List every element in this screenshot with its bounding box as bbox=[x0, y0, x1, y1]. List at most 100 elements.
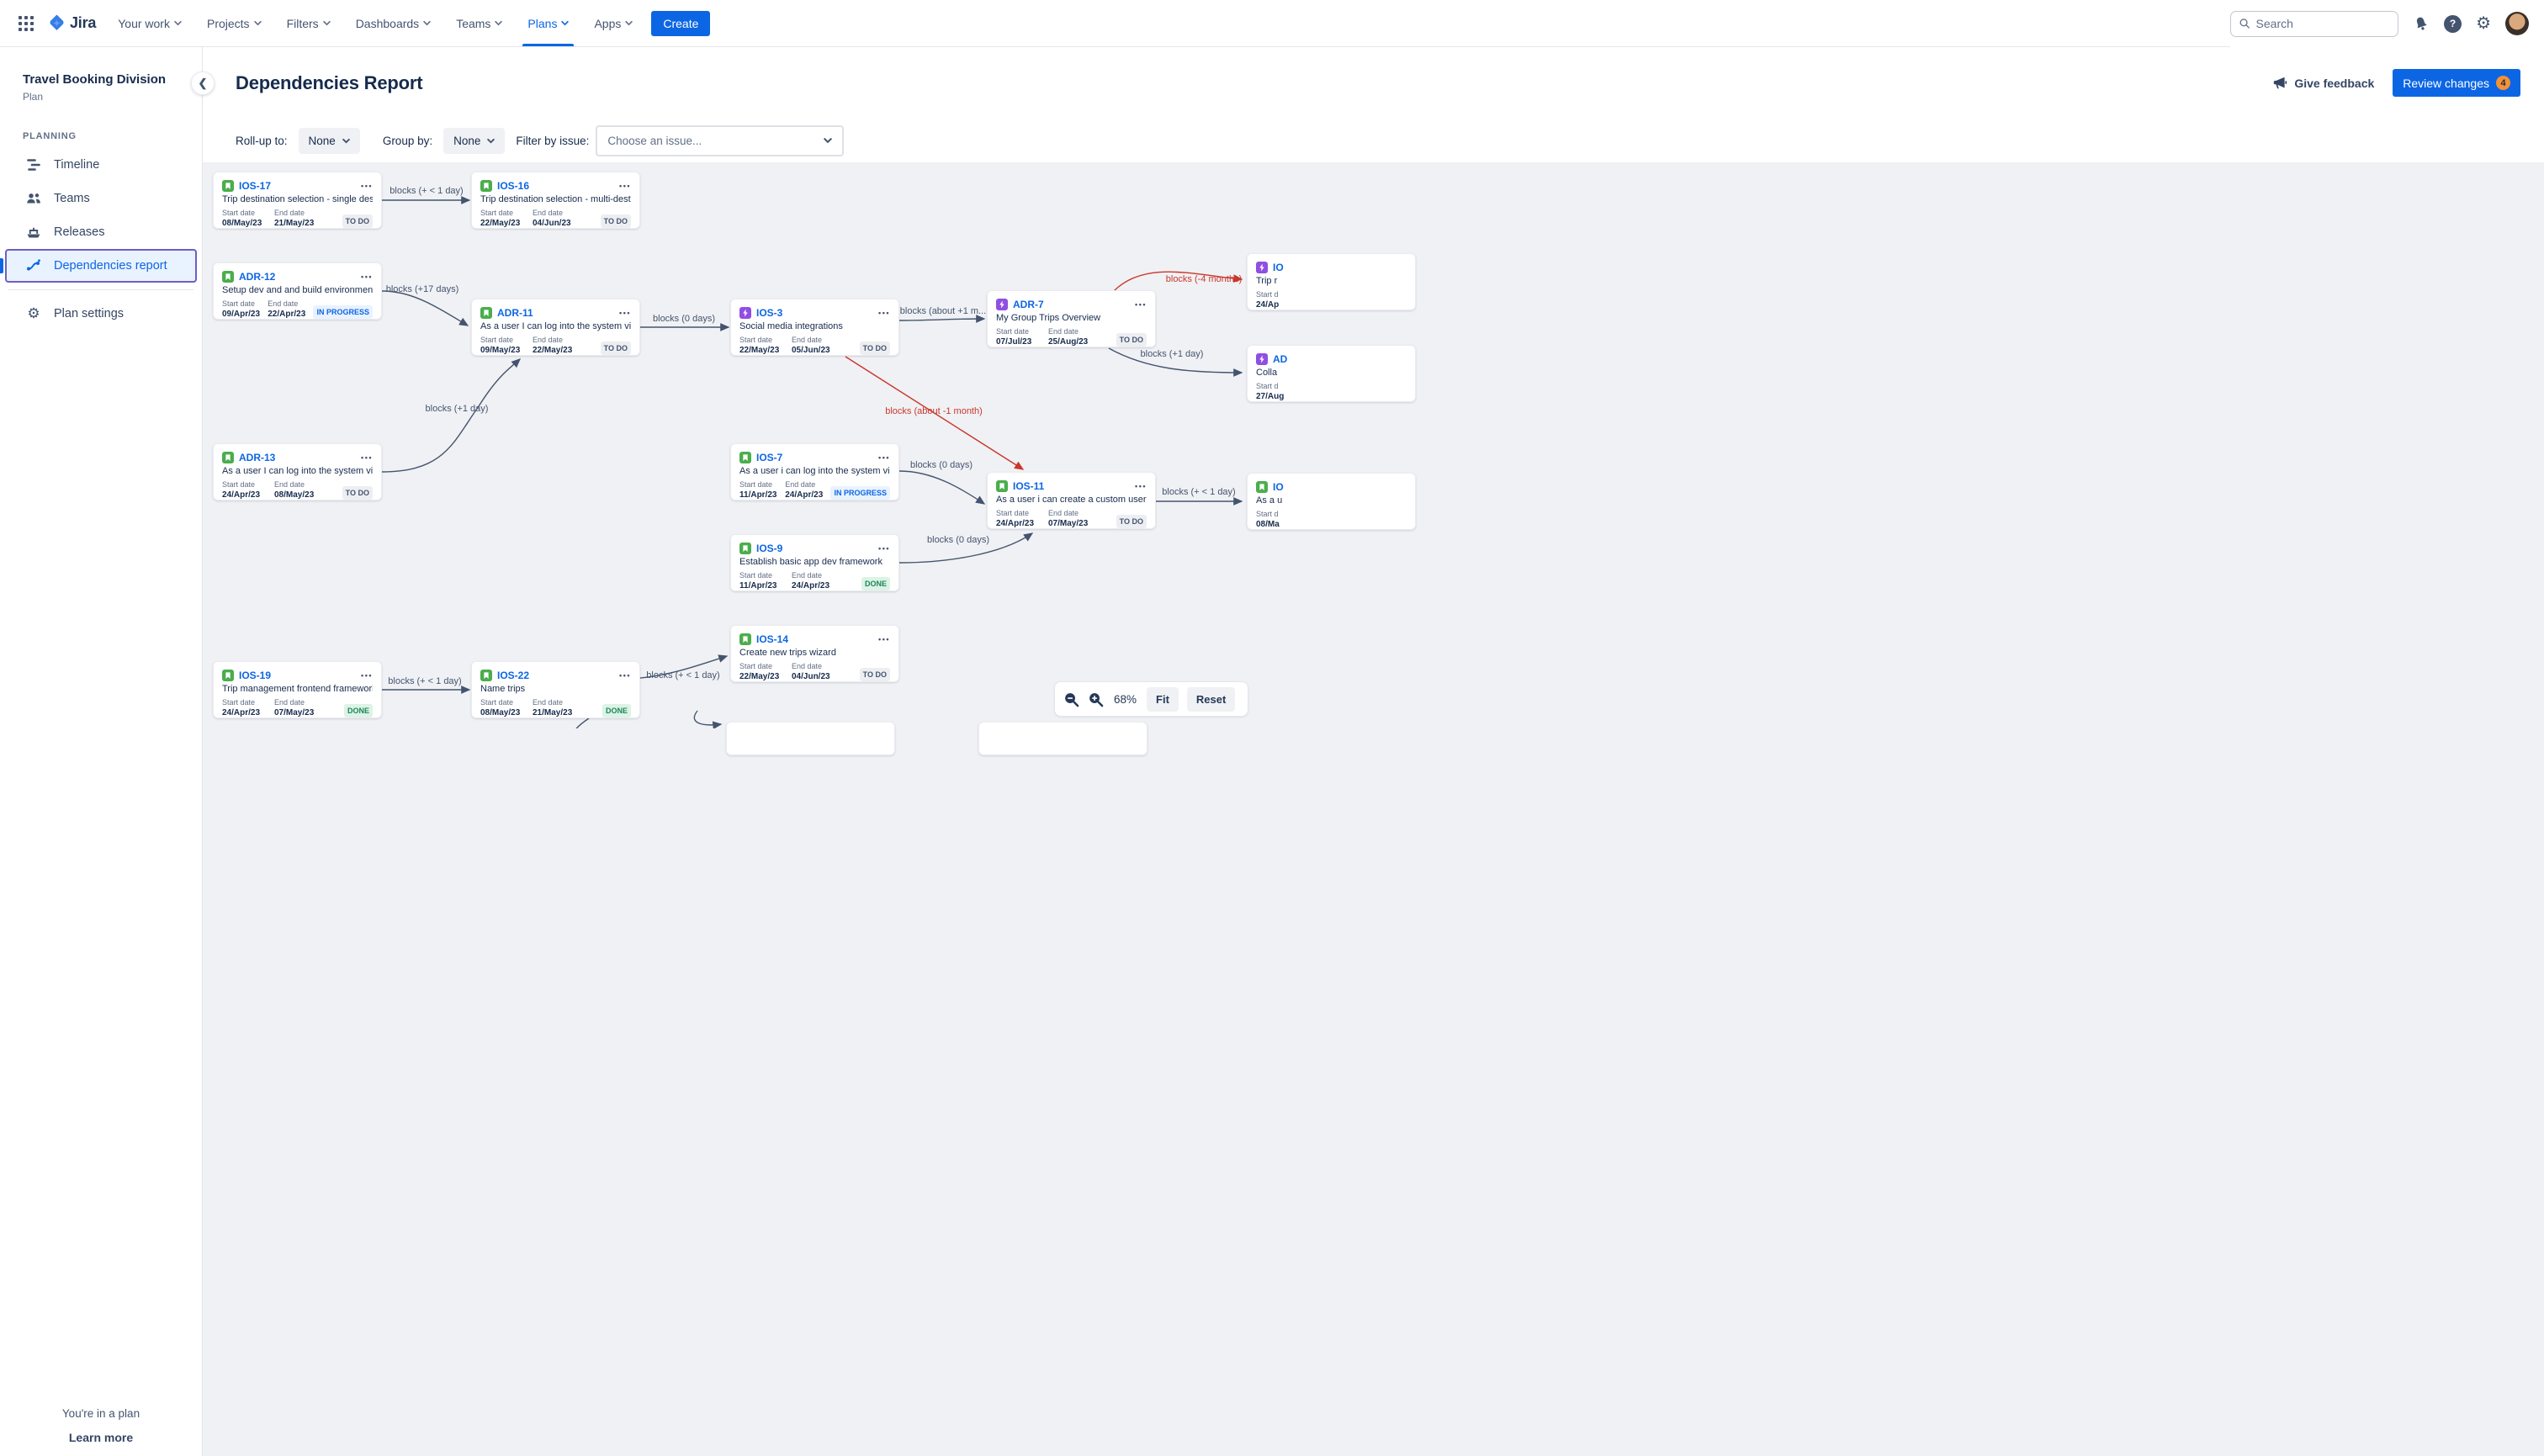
issue-card-ios-14[interactable]: IOS-14 ••• Create new trips wizard Start da… bbox=[730, 625, 899, 682]
dependency-graph-canvas[interactable]: blocks (+ < 1 day) blocks (+17 days) block… bbox=[203, 162, 2544, 1456]
end-date-label: End date bbox=[792, 336, 823, 344]
reset-button[interactable]: Reset bbox=[1186, 686, 1236, 712]
issue-card-ad[interactable]: AD Colla Start d 27/Aug bbox=[1247, 345, 1416, 402]
rollup-dropdown[interactable]: None bbox=[298, 127, 360, 154]
review-changes-count-badge: 4 bbox=[2496, 76, 2510, 90]
issue-key[interactable]: AD bbox=[1273, 352, 1288, 365]
zoom-in-button[interactable] bbox=[1088, 691, 1104, 707]
more-menu-icon[interactable]: ••• bbox=[361, 670, 373, 680]
more-menu-icon[interactable]: ••• bbox=[619, 181, 631, 190]
end-date-value: 25/Aug/23 bbox=[1048, 337, 1089, 347]
settings-gear-icon[interactable]: ⚙ bbox=[2476, 14, 2491, 33]
issue-card-ios-22[interactable]: IOS-22 ••• Name trips Start date 08/May/23 En… bbox=[471, 661, 640, 718]
issue-key[interactable]: ADR-12 bbox=[239, 270, 276, 283]
issue-card-io[interactable]: IO Trip r Start d 24/Ap bbox=[1247, 253, 1416, 310]
more-menu-icon[interactable]: ••• bbox=[878, 634, 890, 643]
jira-logo[interactable]: Jira bbox=[47, 13, 96, 33]
more-menu-icon[interactable]: ••• bbox=[619, 670, 631, 680]
issue-key[interactable]: IOS-16 bbox=[497, 179, 530, 192]
sidebar-collapse-button[interactable]: ❮ bbox=[191, 71, 215, 95]
issue-card-adr-13[interactable]: ADR-13 ••• As a user I can log into the sy… bbox=[213, 443, 382, 500]
zoom-out-button[interactable] bbox=[1063, 691, 1079, 707]
filter-by-issue-label: Filter by issue: bbox=[516, 134, 590, 147]
sidebar-item-timeline[interactable]: Timeline bbox=[5, 148, 197, 182]
issue-card-ios-17[interactable]: IOS-17 ••• Trip destination selection - si… bbox=[213, 172, 382, 229]
edge-label: blocks (+1 day) bbox=[1140, 349, 1204, 359]
give-feedback-button[interactable]: Give feedback bbox=[2273, 76, 2374, 90]
issue-key[interactable]: IOS-22 bbox=[497, 669, 530, 681]
issue-key[interactable]: IOS-14 bbox=[756, 633, 789, 645]
more-menu-icon[interactable]: ••• bbox=[619, 308, 631, 317]
issue-card-ios-3[interactable]: IOS-3 ••• Social media integrations Start d… bbox=[730, 299, 899, 356]
search-input[interactable] bbox=[2255, 17, 2390, 30]
issue-card-ios-11[interactable]: IOS-11 ••• As a user i can create a custom… bbox=[987, 472, 1156, 529]
dependency-arrow bbox=[1108, 347, 1243, 377]
search-box[interactable] bbox=[2230, 10, 2399, 37]
more-menu-icon[interactable]: ••• bbox=[1135, 481, 1147, 490]
filter-bar: Roll-up to: None Group by: None Filter b… bbox=[203, 119, 2544, 162]
end-date-value: 24/Apr/23 bbox=[785, 490, 824, 500]
issue-key[interactable]: ADR-11 bbox=[497, 306, 533, 319]
more-menu-icon[interactable]: ••• bbox=[878, 453, 890, 462]
issue-card-adr-7[interactable]: ADR-7 ••• My Group Trips Overview Start dat… bbox=[987, 290, 1156, 347]
issue-key[interactable]: IOS-3 bbox=[756, 306, 783, 319]
edge-label: blocks (0 days) bbox=[927, 535, 989, 545]
more-menu-icon[interactable]: ••• bbox=[361, 272, 373, 281]
issue-key[interactable]: IO bbox=[1273, 480, 1284, 493]
sidebar-item-releases[interactable]: Releases bbox=[5, 215, 197, 249]
nav-item-apps[interactable]: Apps bbox=[584, 0, 643, 46]
edge-label: blocks (+ < 1 day) bbox=[388, 676, 462, 686]
issue-key[interactable]: IO bbox=[1273, 261, 1284, 273]
app-switcher-icon[interactable] bbox=[12, 9, 40, 38]
nav-item-projects[interactable]: Projects bbox=[197, 0, 272, 46]
user-avatar[interactable] bbox=[2505, 12, 2529, 35]
issue-key[interactable]: IOS-9 bbox=[756, 542, 783, 554]
nav-item-dashboards[interactable]: Dashboards bbox=[346, 0, 442, 46]
notifications-bell-icon[interactable] bbox=[2413, 15, 2430, 32]
sidebar-item-plan-settings[interactable]: ⚙ Plan settings bbox=[5, 297, 197, 331]
more-menu-icon[interactable]: ••• bbox=[878, 543, 890, 553]
nav-item-filters[interactable]: Filters bbox=[277, 0, 341, 46]
issue-key[interactable]: IOS-7 bbox=[756, 451, 783, 463]
issue-card-ios-19[interactable]: IOS-19 ••• Trip management frontend framew… bbox=[213, 661, 382, 718]
partial-card[interactable] bbox=[978, 722, 1147, 755]
issue-card-ios-16[interactable]: IOS-16 ••• Trip destination selection - mu… bbox=[471, 172, 640, 229]
create-button[interactable]: Create bbox=[651, 10, 711, 36]
sidebar-item-dependencies-report[interactable]: Dependencies report bbox=[5, 249, 197, 283]
issue-card-io[interactable]: IO As a u Start d 08/Ma bbox=[1247, 473, 1416, 530]
more-menu-icon[interactable]: ••• bbox=[878, 308, 890, 317]
groupby-dropdown[interactable]: None bbox=[443, 127, 506, 154]
issue-key[interactable]: IOS-19 bbox=[239, 669, 272, 681]
nav-item-your-work[interactable]: Your work bbox=[108, 0, 192, 46]
help-icon[interactable]: ? bbox=[2444, 14, 2462, 33]
issue-title: Create new trips wizard bbox=[739, 648, 836, 658]
review-changes-button[interactable]: Review changes 4 bbox=[2393, 69, 2520, 97]
sidebar-item-teams[interactable]: Teams bbox=[5, 182, 197, 215]
start-date-value: 24/Ap bbox=[1256, 300, 1280, 310]
more-menu-icon[interactable]: ••• bbox=[361, 181, 373, 190]
end-date-label: End date bbox=[533, 209, 564, 217]
partial-card[interactable] bbox=[726, 722, 895, 755]
issue-key[interactable]: ADR-13 bbox=[239, 451, 276, 463]
start-date-value: 22/May/23 bbox=[480, 219, 521, 228]
issue-filter-select[interactable]: Choose an issue... bbox=[596, 124, 845, 156]
status-badge: DONE bbox=[343, 704, 373, 717]
nav-item-teams[interactable]: Teams bbox=[446, 0, 512, 46]
end-date-label: End date bbox=[533, 698, 564, 707]
issue-card-ios-7[interactable]: IOS-7 ••• As a user i can log into the sys… bbox=[730, 443, 899, 500]
story-icon bbox=[739, 633, 751, 645]
fit-button[interactable]: Fit bbox=[1147, 686, 1179, 712]
more-menu-icon[interactable]: ••• bbox=[1135, 299, 1147, 309]
issue-card-adr-12[interactable]: ADR-12 ••• Setup dev and and build environ… bbox=[213, 262, 382, 320]
learn-more-link[interactable]: Learn more bbox=[68, 1431, 134, 1444]
nav-item-plans[interactable]: Plans bbox=[517, 0, 579, 46]
edge-label: blocks (+ < 1 day) bbox=[646, 670, 720, 680]
issue-key[interactable]: IOS-11 bbox=[1013, 479, 1045, 492]
epic-icon bbox=[1256, 261, 1268, 273]
issue-key[interactable]: ADR-7 bbox=[1013, 298, 1044, 310]
status-badge: IN PROGRESS bbox=[830, 486, 890, 500]
issue-card-ios-9[interactable]: IOS-9 ••• Establish basic app dev framewor… bbox=[730, 534, 899, 591]
more-menu-icon[interactable]: ••• bbox=[361, 453, 373, 462]
issue-card-adr-11[interactable]: ADR-11 ••• As a user I can log into the sy… bbox=[471, 299, 640, 356]
issue-key[interactable]: IOS-17 bbox=[239, 179, 272, 192]
